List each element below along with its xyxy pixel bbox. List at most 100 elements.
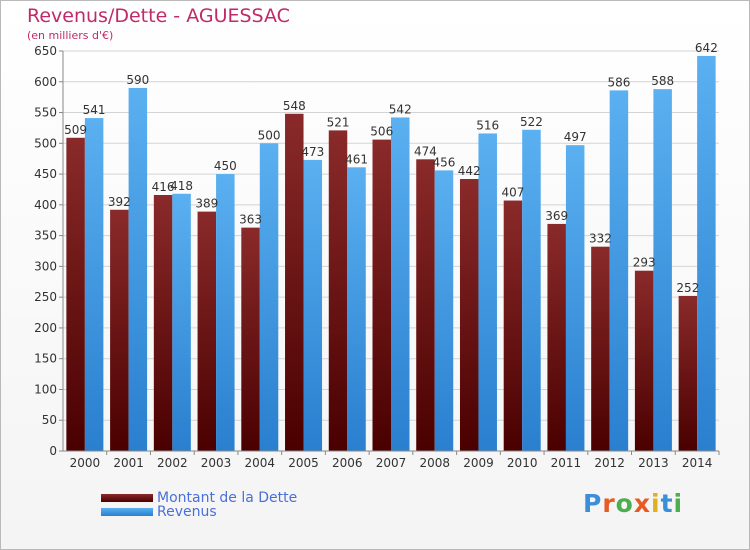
chart-subtitle: (en milliers d'€) <box>27 29 114 42</box>
y-tick-label-300: 300 <box>34 259 57 273</box>
data-label-dette-2001: 392 <box>108 195 131 209</box>
data-label-dette-2008: 474 <box>414 144 437 158</box>
data-label-revenus-2009: 516 <box>476 118 499 132</box>
bar-dette-2008 <box>416 159 435 452</box>
bar-revenus-2010 <box>522 129 541 451</box>
x-tick-label-2005: 2005 <box>288 456 319 470</box>
data-label-revenus-2001: 590 <box>126 73 149 87</box>
data-label-revenus-2011: 497 <box>564 130 587 144</box>
data-label-revenus-2003: 450 <box>214 159 237 173</box>
legend-item-dette: Montant de la Dette <box>101 490 297 506</box>
bar-dette-2014 <box>678 295 698 451</box>
y-tick-label-650: 650 <box>34 44 57 58</box>
logo-letter-3: x <box>633 489 651 518</box>
data-label-dette-2007: 506 <box>370 125 393 139</box>
bar-dette-2006 <box>328 130 348 451</box>
data-label-revenus-2004: 500 <box>258 128 281 142</box>
bar-dette-2012 <box>591 246 610 451</box>
axes: 0 50 100 150 200 250 300 350 400 450 500 550 600 650 2… <box>34 44 720 470</box>
y-tick-label-550: 550 <box>34 106 57 120</box>
x-tick-label-2000: 2000 <box>70 456 101 470</box>
y-tick-label-100: 100 <box>34 382 57 396</box>
legend-label-dette: Montant de la Dette <box>157 490 298 506</box>
x-tick-label-2008: 2008 <box>419 456 450 470</box>
data-label-revenus-2008: 456 <box>433 155 456 169</box>
logo-letter-0: P <box>583 489 603 518</box>
logo-letter-6: i <box>673 489 684 518</box>
proxiti-logo: Proxiti <box>583 489 683 518</box>
data-label-dette-2010: 407 <box>501 186 524 200</box>
bar-dette-2000 <box>66 137 85 451</box>
data-label-dette-2014: 252 <box>676 281 699 295</box>
y-tick-label-350: 350 <box>34 229 57 243</box>
bar-revenus-2011 <box>565 145 585 451</box>
y-tick-label-50: 50 <box>42 413 57 427</box>
x-tick-label-2002: 2002 <box>157 456 188 470</box>
bar-dette-2013 <box>634 270 654 451</box>
legend-item-revenus: Revenus <box>101 504 217 520</box>
data-label-dette-2013: 293 <box>633 256 656 270</box>
data-label-revenus-2005: 473 <box>301 145 324 159</box>
bar-dette-2009 <box>459 179 479 451</box>
logo-letter-5: t <box>660 489 674 518</box>
x-tick-label-2003: 2003 <box>201 456 232 470</box>
data-label-revenus-2002: 418 <box>170 179 193 193</box>
bar-revenus-2008 <box>434 170 454 451</box>
bars <box>66 55 716 452</box>
data-label-dette-2003: 389 <box>195 197 218 211</box>
legend-swatch-dette <box>101 494 153 502</box>
bar-dette-2010 <box>503 200 523 451</box>
bar-revenus-2013 <box>653 89 672 452</box>
bar-revenus-2004 <box>259 143 279 452</box>
data-label-dette-2011: 369 <box>545 209 568 223</box>
bar-dette-2007 <box>372 139 391 451</box>
y-tick-label-200: 200 <box>34 321 57 335</box>
logo-letter-2: o <box>615 489 634 518</box>
data-label-revenus-2013: 588 <box>651 74 674 88</box>
bar-revenus-2007 <box>391 117 410 451</box>
logo-letter-4: i <box>651 489 661 518</box>
bar-dette-2002 <box>153 195 173 451</box>
legend-swatch-revenus <box>101 508 153 516</box>
x-tick-label-2010: 2010 <box>507 456 538 470</box>
data-label-revenus-2007: 542 <box>389 102 412 116</box>
data-label-dette-2004: 363 <box>239 213 262 227</box>
data-label-dette-2012: 332 <box>589 232 612 246</box>
data-label-revenus-2000: 541 <box>83 103 106 117</box>
bar-revenus-2012 <box>609 90 629 451</box>
data-label-revenus-2010: 522 <box>520 115 543 129</box>
x-tick-label-2006: 2006 <box>332 456 363 470</box>
x-tick-label-2009: 2009 <box>463 456 494 470</box>
data-label-dette-2009: 442 <box>458 164 481 178</box>
data-label-dette-2005: 548 <box>283 99 306 113</box>
legend-label-revenus: Revenus <box>157 504 217 520</box>
bar-revenus-2014 <box>697 55 716 452</box>
y-tick-label-250: 250 <box>34 290 57 304</box>
data-label-revenus-2012: 586 <box>607 75 630 89</box>
y-tick-label-400: 400 <box>34 198 57 212</box>
x-tick-label-2011: 2011 <box>551 456 582 470</box>
y-tick-label-450: 450 <box>34 167 57 181</box>
bar-revenus-2001 <box>128 87 148 451</box>
chart-title: Revenus/Dette - AGUESSAC <box>27 5 290 27</box>
data-label-dette-2002: 416 <box>152 180 175 194</box>
bar-revenus-2005 <box>303 159 323 451</box>
y-tick-label-150: 150 <box>34 352 57 366</box>
bar-dette-2003 <box>197 211 217 451</box>
bar-revenus-2006 <box>347 167 366 452</box>
bar-dette-2005 <box>285 113 304 452</box>
data-label-revenus-2006: 461 <box>345 152 368 166</box>
bar-dette-2011 <box>547 223 566 451</box>
y-tick-label-500: 500 <box>34 136 57 150</box>
x-tick-label-2001: 2001 <box>113 456 144 470</box>
x-tick-label-2012: 2012 <box>594 456 625 470</box>
x-tick-label-2013: 2013 <box>638 456 669 470</box>
bar-revenus-2002 <box>172 193 191 451</box>
bar-revenus-2003 <box>216 174 235 452</box>
x-tick-label-2014: 2014 <box>682 456 713 470</box>
y-tick-label-600: 600 <box>34 75 57 89</box>
data-label-dette-2006: 521 <box>327 115 350 129</box>
